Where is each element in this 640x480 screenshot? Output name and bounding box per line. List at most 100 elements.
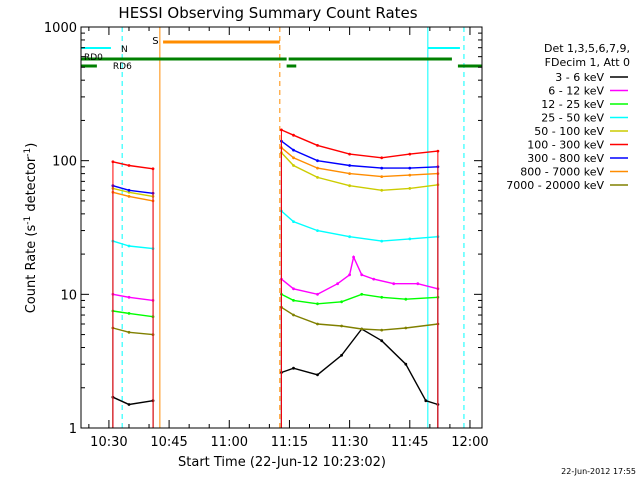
series-line (112, 310, 154, 318)
data-point (392, 282, 396, 286)
y-axis-label-sup2: -1 (23, 148, 33, 157)
data-point (352, 255, 355, 259)
series-line (281, 129, 438, 159)
legend: Det 1,3,5,6,7,9, FDecim 1, Att 0 3 - 6 k… (506, 42, 630, 192)
data-point (292, 133, 295, 137)
data-point (292, 164, 295, 167)
data-point (424, 399, 428, 403)
data-point (380, 328, 384, 332)
data-point (340, 300, 343, 304)
series-line (112, 240, 154, 250)
data-point (380, 295, 384, 299)
data-point (316, 166, 319, 170)
data-point (348, 273, 351, 277)
series-line (280, 152, 438, 192)
data-point (127, 312, 131, 315)
x-tick-label: 11:00 (211, 435, 248, 450)
data-point (360, 327, 364, 331)
data-point (360, 273, 364, 277)
data-point (127, 190, 131, 194)
rd6-flag-label: RD6 (113, 62, 132, 72)
y-axis-label-end: ) (24, 143, 39, 148)
legend-label: 25 - 50 keV (541, 112, 604, 125)
y-tick-label: 10 (60, 288, 77, 303)
footer-date: 22-Jun-2012 17:55 (561, 467, 636, 476)
y-axis-label-sup1: -1 (23, 216, 33, 225)
data-point (336, 282, 339, 286)
data-point (408, 237, 412, 241)
data-point (372, 277, 376, 281)
data-point (316, 144, 319, 147)
data-point (127, 244, 131, 248)
series-line (280, 254, 439, 296)
plot-data: N S RD0 RD6 (81, 27, 482, 428)
y-axis-label: Count Rate (s-1 detector-1) (23, 143, 39, 314)
y-axis-label-main: Count Rate (s (24, 225, 39, 314)
legend-label: 300 - 800 keV (527, 152, 604, 165)
data-point (416, 282, 420, 286)
data-point (348, 184, 351, 188)
rd0-flag-label: RD0 (84, 53, 103, 63)
data-point (292, 220, 295, 224)
data-point (404, 326, 408, 330)
legend-label: 800 - 7000 keV (520, 166, 604, 179)
series-line (112, 293, 154, 302)
legend-label: 50 - 100 keV (534, 125, 604, 138)
data-point (127, 188, 131, 192)
data-point (292, 148, 295, 152)
data-point (408, 187, 412, 190)
series-line (281, 328, 439, 406)
legend-label: 6 - 12 keV (548, 85, 604, 98)
data-point (380, 175, 384, 179)
data-point (348, 235, 351, 239)
data-point (380, 239, 384, 243)
data-point (127, 403, 131, 406)
y-tick-label: 100 (52, 155, 77, 170)
data-point (348, 172, 351, 176)
data-point (292, 287, 295, 291)
x-axis-label: Start Time (22-Jun-12 10:23:02) (178, 455, 386, 470)
plot-frame (80, 26, 483, 429)
x-tick-label: 11:45 (391, 435, 428, 450)
series-line (281, 306, 438, 331)
data-point (408, 173, 412, 177)
legend-label: 3 - 6 keV (555, 71, 604, 84)
data-point (127, 295, 131, 299)
series-line (280, 147, 438, 178)
data-point (292, 156, 295, 160)
data-point (127, 330, 131, 334)
data-point (316, 302, 319, 306)
series-line (280, 210, 438, 242)
data-point (380, 188, 384, 192)
data-point (348, 152, 351, 156)
data-point (360, 292, 364, 296)
data-point (316, 322, 319, 326)
s-flag-label: S (152, 36, 158, 47)
legend-label: 12 - 25 keV (541, 98, 604, 111)
data-point (316, 292, 319, 296)
data-point (380, 339, 384, 343)
x-tick-label: 10:45 (150, 435, 187, 450)
legend-label: 100 - 300 keV (527, 139, 604, 152)
data-point (316, 373, 319, 377)
data-point (127, 164, 131, 167)
data-point (316, 159, 319, 163)
y-tick-label: 1 (69, 422, 77, 437)
chart-title: HESSI Observing Summary Count Rates (118, 4, 417, 22)
axis-ticks: 1 10 100 1000 10:30 10:45 11:00 11:15 11:30 11:45… (44, 21, 489, 450)
x-tick-label: 10:30 (90, 435, 127, 450)
n-flag-label: N (121, 45, 128, 55)
data-point (127, 195, 131, 198)
data-point (292, 313, 295, 317)
data-point (316, 229, 319, 233)
data-point (404, 362, 408, 366)
series-line (281, 293, 438, 305)
data-point (380, 166, 384, 170)
legend-header-2: FDecim 1, Att 0 (545, 56, 630, 69)
data-point (380, 156, 384, 160)
data-point (111, 160, 115, 164)
data-point (340, 324, 343, 328)
x-tick-label: 11:15 (271, 435, 308, 450)
data-point (408, 152, 412, 156)
